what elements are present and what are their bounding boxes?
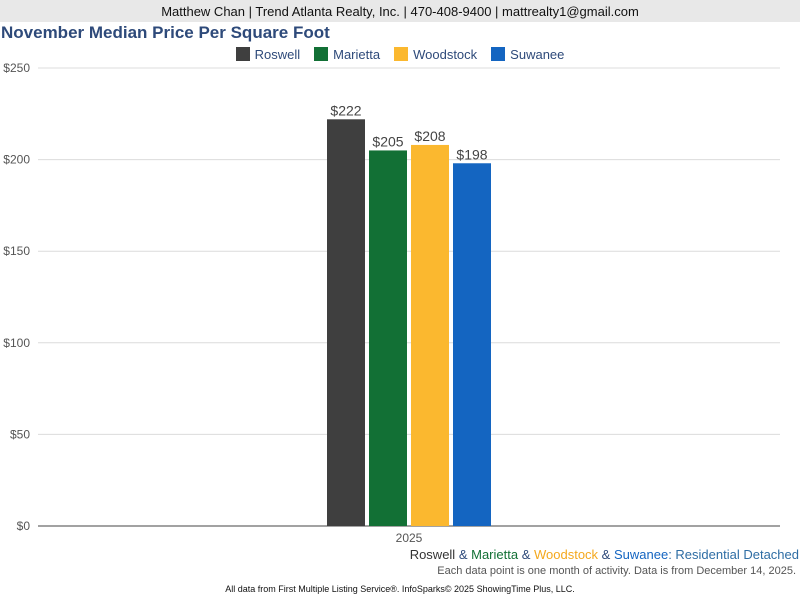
legend-swatch-marietta	[314, 47, 329, 61]
legend-item-suwanee[interactable]: Suwanee	[491, 45, 564, 63]
data-label-marietta: $205	[372, 133, 403, 149]
contact-text: Matthew Chan | Trend Atlanta Realty, Inc…	[161, 3, 639, 19]
legend-label-suwanee: Suwanee	[510, 46, 565, 62]
footer-series-suwanee: Suwanee	[613, 547, 669, 562]
bar-marietta	[369, 150, 407, 526]
chart-title: November Median Price Per Square Foot	[1, 23, 330, 42]
footer-sep-1: &	[455, 547, 472, 562]
legend-label-marietta: Marietta	[333, 46, 381, 62]
y-tick-label: $100	[3, 336, 30, 350]
contact-header: Matthew Chan | Trend Atlanta Realty, Inc…	[0, 0, 800, 22]
legend-label-woodstock: Woodstock	[413, 46, 478, 62]
data-label-woodstock: $208	[414, 128, 445, 144]
chart-legend: Roswell Marietta Woodstock Suwanee	[0, 45, 800, 63]
data-label-roswell: $222	[330, 102, 361, 118]
footer-sep-3: &	[598, 547, 614, 562]
legend-label-roswell: Roswell	[254, 46, 301, 62]
bar-chart: $0 $50 $100 $150 $200 $250 $222 $205 $208 $198 202…	[3, 61, 780, 545]
y-tick-label: $200	[3, 153, 30, 167]
legend-swatch-suwanee	[491, 47, 506, 61]
bar-roswell	[327, 119, 365, 527]
y-tick-label: $150	[3, 244, 30, 258]
series-footer: Roswell & Marietta & Woodstock & Suwanee…	[410, 547, 799, 562]
y-tick-label: $0	[17, 519, 31, 533]
legend-item-marietta[interactable]: Marietta	[314, 45, 380, 63]
footer-sep-2: &	[518, 547, 534, 562]
footer-suffix: : Residential Detached	[668, 547, 799, 562]
data-note: Each data point is one month of activity…	[437, 565, 796, 577]
y-tick-label: $50	[10, 427, 30, 441]
legend-item-woodstock[interactable]: Woodstock	[394, 45, 477, 63]
data-source: All data from First Multiple Listing Ser…	[225, 584, 575, 594]
bar-woodstock	[411, 144, 449, 526]
footer-series-marietta: Marietta	[471, 547, 519, 562]
legend-swatch-woodstock	[394, 47, 409, 61]
legend-swatch-roswell	[235, 47, 250, 61]
footer-series-roswell: Roswell	[409, 547, 456, 562]
footer-series-woodstock: Woodstock	[533, 547, 599, 562]
bar-suwanee	[453, 163, 491, 526]
y-tick-label: $250	[3, 61, 30, 75]
data-label-suwanee: $198	[456, 146, 487, 162]
legend-item-roswell[interactable]: Roswell	[235, 45, 301, 63]
x-tick-label: 2025	[396, 531, 423, 545]
